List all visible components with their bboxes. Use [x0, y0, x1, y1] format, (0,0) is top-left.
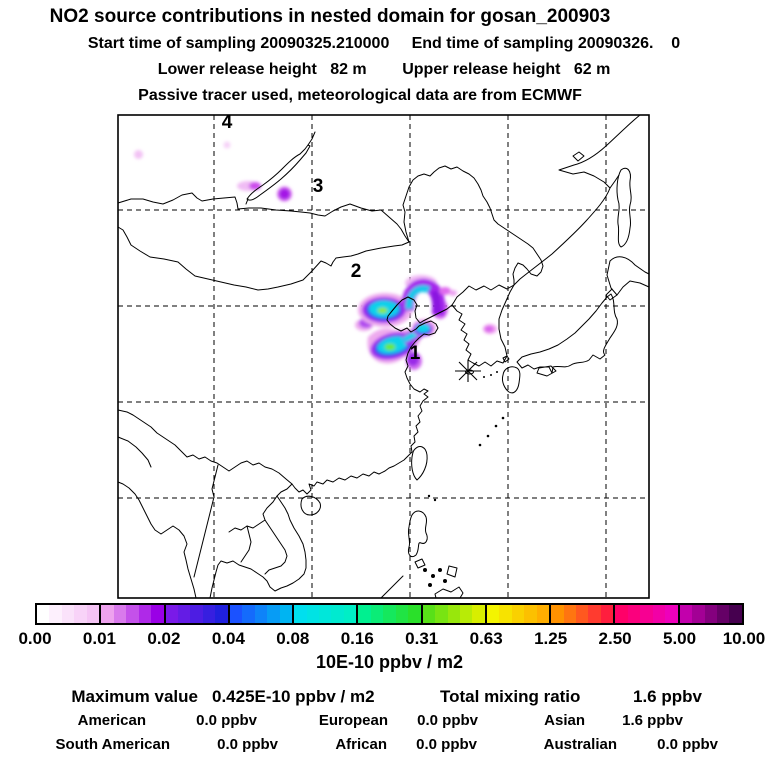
- colorbar-tick-label: 10.00: [722, 629, 766, 648]
- max-value-label: Maximum value: [71, 687, 198, 706]
- region-south-american-label: South American: [55, 736, 170, 753]
- map-border: [117, 114, 650, 599]
- colorbar-tick-label: 0.31: [405, 629, 439, 648]
- colorbar-segment: [613, 605, 678, 623]
- tracer-info-line: Passive tracer used, meteorological data…: [138, 87, 582, 104]
- colorbar-segment: [292, 605, 357, 623]
- region-asian-value: 1.6 ppbv: [622, 712, 683, 729]
- coastlines: [117, 114, 650, 599]
- colorbar-tick-label: 0.00: [18, 629, 52, 648]
- region-label-4: 4: [222, 112, 233, 133]
- region-australian-value: 0.0 ppbv: [657, 736, 718, 753]
- sampling-time-line: Start time of sampling 20090325.210000 E…: [87, 35, 681, 52]
- total-mixing-ratio-label: Total mixing ratio: [440, 687, 581, 706]
- colorbar-unit-label: 10E-10 ppbv / m2: [315, 652, 464, 672]
- region-african-label: African: [335, 736, 387, 753]
- colorbar-segment: [99, 605, 164, 623]
- region-label-3: 3: [313, 176, 324, 197]
- colorbar-segment: [484, 605, 550, 623]
- colorbar: [35, 603, 744, 625]
- region-label-2: 2: [351, 261, 362, 282]
- colorbar-segment: [677, 605, 742, 623]
- region-european-value: 0.0 ppbv: [417, 712, 478, 729]
- region-european-label: European: [318, 712, 388, 729]
- region-south-american-value: 0.0 ppbv: [217, 736, 278, 753]
- source-region-labels: 1 2 3 4: [222, 112, 421, 364]
- colorbar-segment: [227, 605, 293, 623]
- colorbar-tick-label: 0.02: [147, 629, 181, 648]
- colorbar-segment: [37, 605, 100, 623]
- colorbar-tick-label: 0.01: [82, 629, 116, 648]
- colorbar-tick-label: 0.63: [469, 629, 503, 648]
- plume-layer: [134, 141, 497, 370]
- colorbar-tick-label: 0.04: [211, 629, 245, 648]
- colorbar-segment: [549, 605, 614, 623]
- colorbar-tick-label: 2.50: [598, 629, 632, 648]
- receptor-star-marker: [455, 360, 481, 382]
- page-title: NO2 source contributions in nested domai…: [49, 6, 611, 27]
- region-label-1: 1: [410, 343, 421, 364]
- region-asian-label: Asian: [544, 712, 585, 729]
- max-value: 0.425E-10 ppbv / m2: [212, 687, 375, 706]
- release-height-line: Lower release height 82 m Upper release …: [157, 61, 611, 78]
- colorbar-segment: [356, 605, 421, 623]
- colorbar-tick-label: 0.08: [276, 629, 310, 648]
- colorbar-segment: [420, 605, 485, 623]
- colorbar-segment: [163, 605, 228, 623]
- region-american-value: 0.0 ppbv: [196, 712, 257, 729]
- map-plot: 1 2 3 4: [117, 112, 650, 599]
- region-australian-label: Australian: [543, 736, 617, 753]
- colorbar-tick-label: 1.25: [534, 629, 568, 648]
- colorbar-tick-label: 0.16: [340, 629, 374, 648]
- region-african-value: 0.0 ppbv: [416, 736, 477, 753]
- total-mixing-ratio-value: 1.6 ppbv: [633, 687, 702, 706]
- colorbar-tick-labels: 0.00 0.01 0.02 0.04 0.08 0.16 0.31 0.63 1.25 2.50…: [18, 629, 765, 648]
- region-american-label: American: [77, 712, 146, 729]
- colorbar-tick-label: 5.00: [662, 629, 697, 648]
